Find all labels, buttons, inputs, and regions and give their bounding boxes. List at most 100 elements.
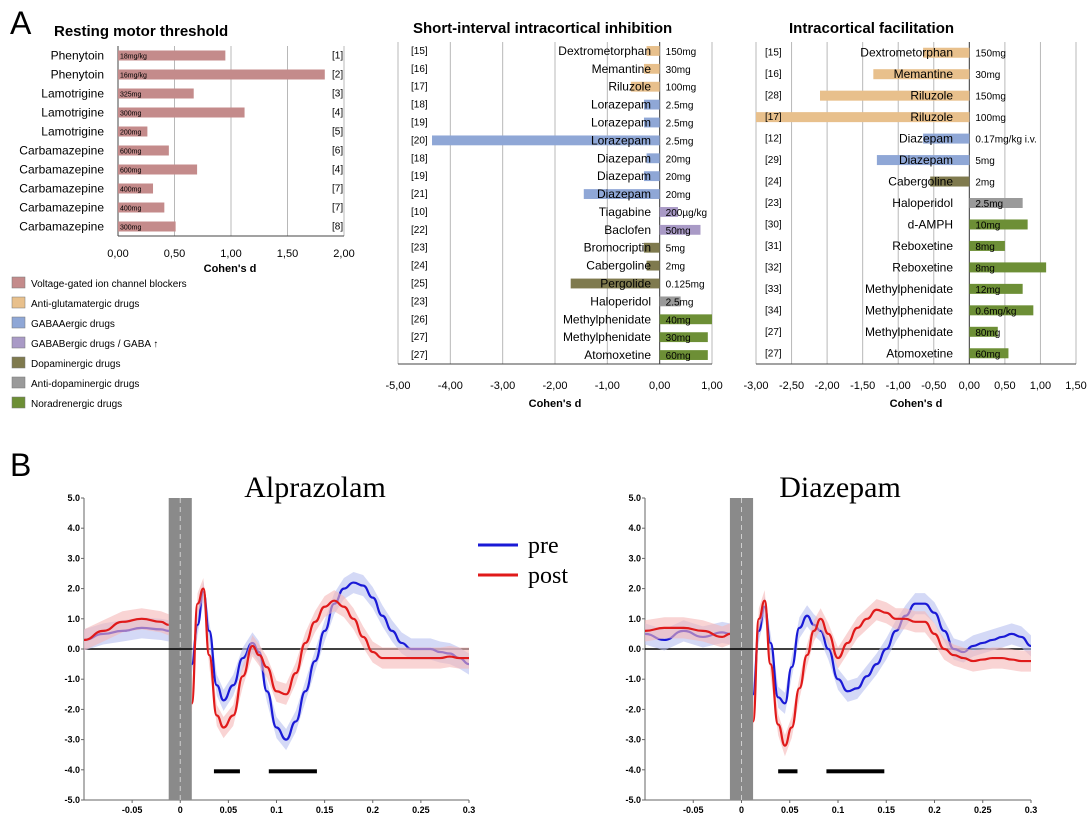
x-tick-label: 1,00 — [220, 248, 241, 260]
legend-label: GABABergic drugs / GABA ↑ — [31, 339, 158, 350]
ref-label: [28] — [765, 91, 782, 102]
chart-resting-motor-threshold: Resting motor threshold Cohen's d 0,00 0,… — [19, 23, 354, 275]
legend-label: Anti-glutamatergic drugs — [31, 299, 139, 310]
x-axis-label: Cohen's d — [529, 398, 582, 410]
x-tick-label: -0.05 — [683, 805, 704, 815]
ref-label: [29] — [765, 155, 782, 166]
significance-bar — [778, 769, 798, 774]
ref-label: [5] — [332, 127, 343, 138]
x-tick-label: -1,00 — [886, 380, 911, 392]
dose-label: 16mg/kg — [120, 73, 147, 80]
bar — [659, 332, 708, 343]
dose-label: 2.5mg — [975, 199, 1003, 210]
drug-label: Methylphenidate — [563, 312, 651, 326]
drug-label: Diazepam — [899, 132, 953, 146]
y-tick-label: -4.0 — [64, 765, 80, 775]
dose-label: 30mg — [975, 70, 1000, 81]
y-tick-label: 5.0 — [67, 493, 80, 503]
bar — [646, 46, 660, 56]
y-tick-label: -1.0 — [64, 674, 80, 684]
pre-key-label: pre — [528, 533, 559, 559]
y-tick-label: 4.0 — [628, 523, 641, 533]
drug-label: Diazepam — [597, 187, 651, 201]
bar — [118, 126, 148, 137]
significance-bar — [826, 769, 885, 774]
bar — [756, 112, 970, 123]
x-tick-label: 0.15 — [877, 805, 895, 815]
line-key: pre post — [478, 533, 568, 589]
ref-label: [27] — [765, 348, 782, 359]
drug-label: Carbamazepine — [19, 220, 104, 234]
legend-label: Anti-dopaminergic drugs — [31, 379, 139, 390]
dose-label: 200µg/kg — [666, 208, 707, 219]
ref-label: [18] — [411, 153, 428, 164]
bar — [659, 207, 678, 217]
legend-label: Dopaminergic drugs — [31, 359, 121, 370]
ref-label: [17] — [411, 82, 428, 93]
dose-label: 2.5mg — [666, 119, 694, 130]
panel-label-b: B — [10, 447, 31, 483]
ref-label: [25] — [411, 279, 428, 290]
drug-label: Methylphenidate — [865, 325, 953, 339]
pre-series-line — [751, 602, 1032, 705]
dose-label: 400mg — [120, 187, 142, 194]
post-series-line — [190, 587, 469, 729]
x-tick-label: 0.1 — [270, 805, 283, 815]
ref-label: [18] — [411, 100, 428, 111]
dose-label: 100mg — [666, 83, 697, 94]
legend-swatch — [11, 276, 26, 289]
drug-label: Atomoxetine — [886, 346, 953, 360]
bar — [630, 81, 660, 92]
legend: Voltage-gated ion channel blockers Anti-g… — [11, 276, 187, 410]
ref-label: [23] — [411, 296, 428, 307]
post-error-band — [84, 608, 169, 651]
y-tick-label: 1.0 — [67, 614, 80, 624]
ref-label: [24] — [411, 261, 428, 272]
x-tick-label: 0,50 — [994, 380, 1015, 392]
drug-label: Lorazepam — [591, 116, 651, 130]
significance-bar — [268, 769, 317, 774]
x-tick-label: -0.05 — [122, 805, 143, 815]
bar — [820, 90, 970, 101]
bar — [570, 278, 660, 289]
legend-swatch — [11, 396, 26, 409]
ref-label: [4] — [332, 108, 343, 119]
y-tick-label: 0.0 — [628, 644, 641, 654]
drug-label: Carbamazepine — [19, 182, 104, 196]
ref-label: [6] — [332, 146, 343, 157]
ref-label: [1] — [332, 51, 343, 62]
post-series-line — [83, 617, 169, 642]
ref-label: [15] — [411, 46, 428, 57]
drug-label: Haloperidol — [590, 294, 651, 308]
ref-label: [27] — [411, 350, 428, 361]
bar — [118, 202, 165, 213]
drug-label: Riluzole — [910, 110, 953, 124]
bar — [646, 260, 660, 271]
legend-swatch — [11, 356, 26, 369]
bar — [118, 145, 169, 156]
chart-title: Intracortical facilitation — [789, 20, 954, 37]
dose-label: 0.125mg — [666, 280, 705, 291]
dose-label: 400mg — [120, 206, 142, 213]
ref-label: [16] — [411, 64, 428, 75]
ref-label: [27] — [765, 327, 782, 338]
ref-label: [34] — [765, 305, 782, 316]
x-tick-label: -2,00 — [815, 380, 840, 392]
x-tick-label: 0.15 — [316, 805, 334, 815]
ref-label: [2] — [332, 70, 343, 81]
x-tick-label: -0,50 — [921, 380, 946, 392]
y-tick-label: 5.0 — [628, 493, 641, 503]
dose-label: 30mg — [666, 65, 691, 76]
x-tick-label: 0 — [178, 805, 183, 815]
ref-label: [16] — [765, 69, 782, 80]
x-tick-label: 0.25 — [412, 805, 430, 815]
y-tick-label: 3.0 — [67, 553, 80, 563]
bar — [643, 99, 660, 110]
legend-label: Noradrenergic drugs — [31, 399, 122, 410]
x-tick-label: -2,00 — [542, 380, 567, 392]
drug-label: d-AMPH — [908, 217, 953, 231]
drug-label: Carbamazepine — [19, 144, 104, 158]
dose-label: 2mg — [666, 262, 685, 273]
bar — [969, 348, 1009, 359]
